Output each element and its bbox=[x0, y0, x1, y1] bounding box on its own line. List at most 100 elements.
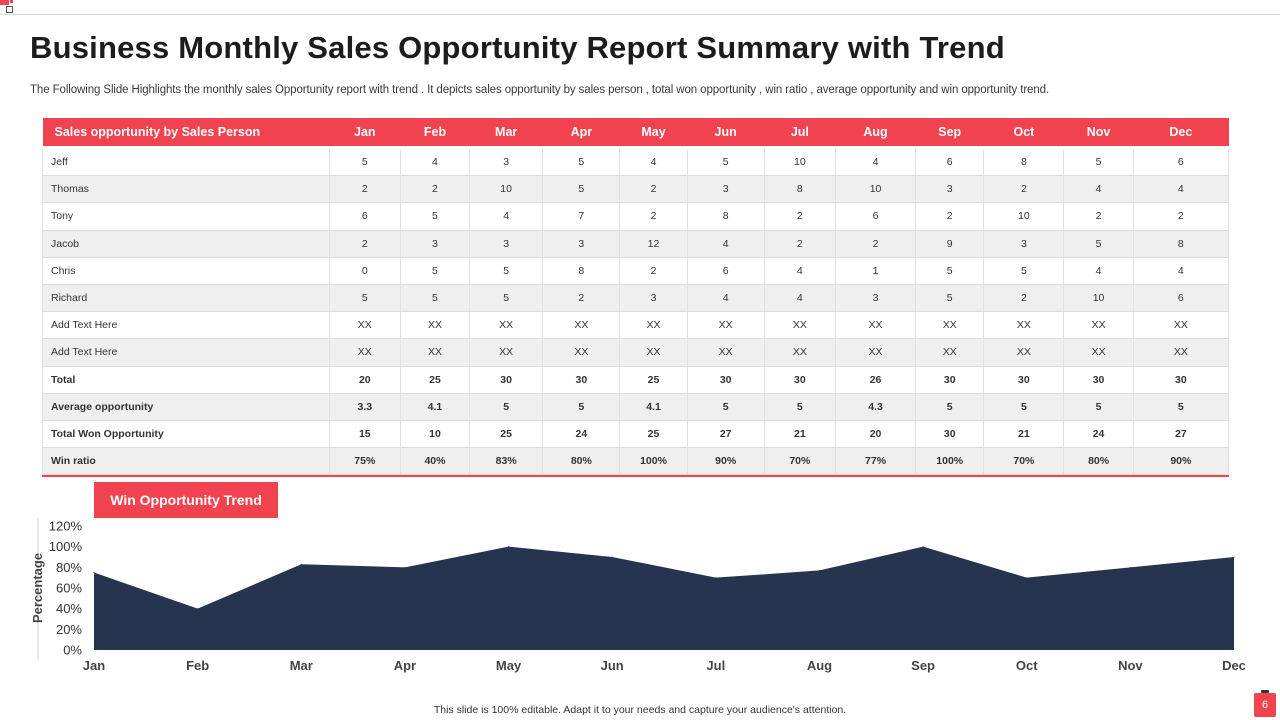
area-point bbox=[1026, 577, 1028, 579]
table-cell: XX bbox=[469, 311, 544, 340]
table-cell: 24 bbox=[542, 420, 621, 449]
x-tick-label: Nov bbox=[1118, 658, 1143, 673]
area-point bbox=[404, 566, 406, 568]
row-label: Total Won Opportunity bbox=[42, 420, 330, 449]
table-row: Add Text Here XX XX XX XX XX XX XX XX XX XX XX XX bbox=[42, 338, 1230, 367]
table-cell: XX bbox=[400, 311, 471, 340]
table-cell: 20 bbox=[329, 366, 401, 394]
table-cell: XX bbox=[1063, 311, 1134, 340]
table-cell: 2 bbox=[619, 202, 688, 231]
month-header: Oct bbox=[983, 118, 1064, 149]
month-header: Feb bbox=[400, 118, 470, 149]
table-cell: 10 bbox=[835, 175, 917, 204]
row-label: Jeff bbox=[42, 147, 330, 177]
table-cell: 3 bbox=[400, 230, 471, 258]
table-header-label: Sales opportunity by Sales Person bbox=[42, 118, 330, 149]
table-cell: 90% bbox=[687, 447, 765, 476]
table-row: Jacob 2 3 3 3 12 4 2 2 9 3 5 8 bbox=[42, 230, 1230, 258]
table-cell: 27 bbox=[687, 420, 765, 449]
table-cell: 4 bbox=[687, 284, 765, 313]
month-header: May bbox=[619, 118, 688, 149]
sales-opportunity-table: Sales opportunity by Sales Person Jan Fe… bbox=[42, 118, 1230, 478]
table-cell: 4 bbox=[835, 147, 917, 177]
table-cell: 27 bbox=[1133, 420, 1230, 449]
table-cell: 3 bbox=[469, 230, 544, 258]
table-cell: 5 bbox=[915, 393, 985, 421]
area-point bbox=[715, 577, 717, 579]
table-cell: 5 bbox=[1133, 393, 1230, 421]
table-cell: 3 bbox=[835, 284, 917, 313]
x-tick-label: Oct bbox=[1016, 658, 1038, 673]
table-row: Add Text Here XX XX XX XX XX XX XX XX XX XX XX XX bbox=[42, 311, 1230, 340]
table-cell: 5 bbox=[542, 175, 621, 204]
area-point bbox=[300, 563, 302, 565]
table-cell: 6 bbox=[915, 147, 985, 177]
table-cell: 4.1 bbox=[619, 393, 688, 421]
table-cell: 4 bbox=[764, 284, 836, 313]
table-cell: 5 bbox=[1063, 147, 1134, 177]
table-cell: 5 bbox=[329, 284, 401, 313]
y-tick-label: 80% bbox=[56, 560, 82, 575]
month-header: Jul bbox=[764, 118, 836, 149]
table-cell: 100% bbox=[619, 447, 688, 476]
table-row: Average opportunity 3.3 4.1 5 5 4.1 5 5 4.3 5 5 5 5 bbox=[42, 393, 1230, 421]
table-cell: 8 bbox=[764, 175, 836, 204]
table-cell: 2 bbox=[400, 175, 471, 204]
table-cell: 25 bbox=[619, 366, 688, 394]
table-cell: 6 bbox=[835, 202, 917, 231]
x-tick-label: Jul bbox=[706, 658, 725, 673]
table-row: Tony 6 5 4 7 2 8 2 6 2 10 2 2 bbox=[42, 202, 1230, 231]
page-title: Business Monthly Sales Opportunity Repor… bbox=[30, 30, 1005, 65]
table-cell: 30 bbox=[983, 366, 1065, 394]
table-row: Total Won Opportunity 15 10 25 24 25 27 21 20 30 2… bbox=[42, 420, 1230, 449]
area-point bbox=[1129, 566, 1131, 568]
table-cell: 8 bbox=[983, 147, 1065, 177]
table-cell: 4 bbox=[687, 230, 765, 258]
table-row: Chris 0 5 5 8 2 6 4 1 5 5 4 4 bbox=[42, 257, 1230, 285]
table-cell: XX bbox=[764, 311, 836, 340]
page-number: 6 bbox=[1261, 699, 1269, 711]
table-cell: 4 bbox=[400, 147, 471, 177]
area-point bbox=[818, 569, 820, 571]
table-cell: 5 bbox=[469, 257, 544, 285]
table-cell: 25 bbox=[469, 420, 544, 449]
table-cell: 4 bbox=[1063, 175, 1134, 204]
table-cell: 80% bbox=[1063, 447, 1134, 476]
area-point bbox=[611, 556, 613, 558]
table-cell: 25 bbox=[619, 420, 688, 449]
table-cell: 24 bbox=[1063, 420, 1134, 449]
table-cell: 15 bbox=[329, 420, 401, 449]
table-cell: 8 bbox=[687, 202, 765, 231]
x-tick-label: Aug bbox=[807, 658, 832, 673]
table-row: Jeff 5 4 3 5 4 5 10 4 6 8 5 6 bbox=[42, 147, 1230, 177]
area-point bbox=[93, 572, 95, 573]
table-cell: 5 bbox=[687, 393, 765, 421]
top-rule bbox=[0, 14, 1280, 15]
table-cell: 5 bbox=[1063, 230, 1134, 258]
table-cell: 2 bbox=[915, 202, 985, 231]
table-cell: XX bbox=[619, 338, 688, 367]
table-cell: 10 bbox=[400, 420, 471, 449]
table-cell: 8 bbox=[542, 257, 621, 285]
month-header: Apr bbox=[542, 118, 620, 149]
table-cell: 6 bbox=[1133, 284, 1230, 313]
table-cell: 6 bbox=[1133, 147, 1230, 177]
table-cell: 5 bbox=[983, 393, 1065, 421]
table-cell: 5 bbox=[400, 284, 471, 313]
table-cell: 30 bbox=[1133, 366, 1230, 394]
table-cell: 4.1 bbox=[400, 393, 471, 421]
row-label: Jacob bbox=[42, 230, 330, 258]
row-label: Tony bbox=[42, 202, 330, 231]
table-cell: 30 bbox=[1063, 366, 1134, 394]
y-tick-label: 100% bbox=[49, 539, 83, 554]
y-tick-label: 120% bbox=[49, 519, 83, 534]
table-cell: 2 bbox=[542, 284, 621, 313]
table-cell: 3 bbox=[619, 284, 688, 313]
page-subtitle: The Following Slide Highlights the month… bbox=[30, 84, 1050, 96]
row-label: Chris bbox=[42, 257, 330, 285]
table-cell: XX bbox=[329, 311, 401, 340]
row-label: Thomas bbox=[42, 175, 330, 204]
area-point bbox=[197, 608, 199, 610]
row-label: Total bbox=[42, 366, 330, 394]
table-cell: 30 bbox=[915, 366, 985, 394]
